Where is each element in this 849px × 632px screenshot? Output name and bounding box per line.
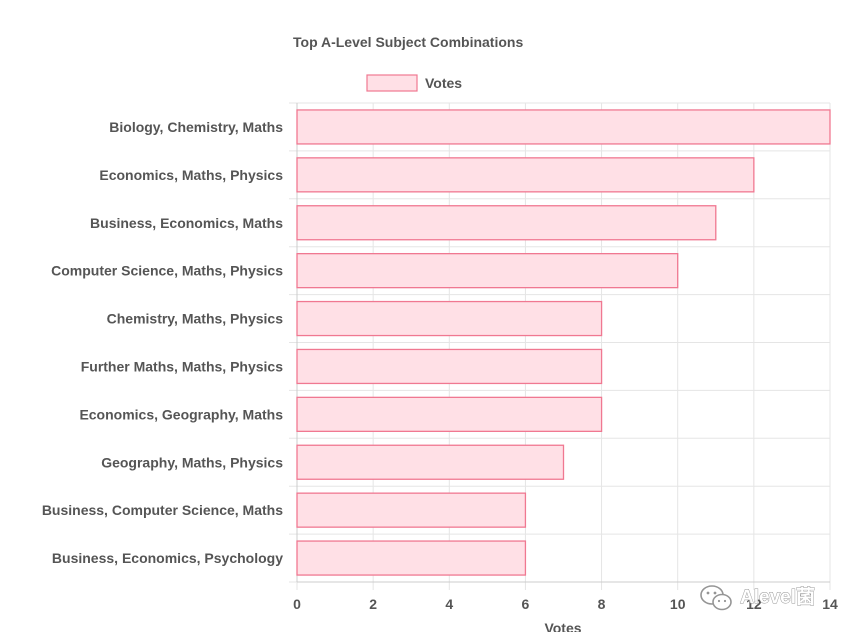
bar[interactable] [296, 396, 603, 433]
category-label: Computer Science, Maths, Physics [51, 263, 283, 279]
category-label: Business, Economics, Maths [90, 215, 283, 231]
chart-title: Top A-Level Subject Combinations [293, 34, 523, 50]
category-label: Business, Computer Science, Maths [42, 502, 283, 518]
legend-label-votes: Votes [425, 75, 462, 91]
x-tick-label: 0 [293, 596, 301, 612]
category-label: Biology, Chemistry, Maths [109, 119, 283, 135]
category-label: Business, Economics, Psychology [52, 550, 283, 566]
bar[interactable] [296, 444, 565, 480]
x-tick-label: 12 [746, 596, 762, 612]
category-label: Further Maths, Maths, Physics [81, 358, 283, 374]
x-tick-label: 10 [670, 596, 686, 612]
x-axis-title: Votes [544, 620, 581, 632]
bar[interactable] [296, 109, 831, 145]
bar[interactable] [296, 540, 527, 576]
x-tick-label: 2 [369, 596, 377, 612]
category-label: Chemistry, Maths, Physics [107, 311, 284, 327]
wechat-icon [700, 585, 732, 611]
category-labels: Biology, Chemistry, Maths Economics, Math… [42, 119, 283, 566]
bar[interactable] [296, 300, 603, 337]
category-label: Economics, Geography, Maths [79, 406, 283, 422]
legend-swatch [366, 74, 418, 92]
bar[interactable] [296, 252, 679, 289]
x-tick-label: 14 [822, 596, 838, 612]
category-label: Geography, Maths, Physics [101, 454, 283, 470]
bar[interactable] [296, 157, 755, 193]
watermark-text: Alevel菌 [740, 585, 815, 608]
x-tick-label: 6 [522, 596, 530, 612]
x-tick-label: 4 [445, 596, 453, 612]
bar[interactable] [296, 205, 717, 241]
category-label: Economics, Maths, Physics [99, 167, 283, 183]
x-tick-label: 8 [598, 596, 606, 612]
bar[interactable] [296, 348, 603, 385]
x-tick-labels: 0 2 4 6 8 10 12 14 [293, 596, 838, 612]
watermark: Alevel菌 [700, 585, 815, 611]
legend[interactable]: Votes [366, 74, 462, 92]
bars [296, 109, 831, 576]
bar[interactable] [296, 492, 527, 528]
